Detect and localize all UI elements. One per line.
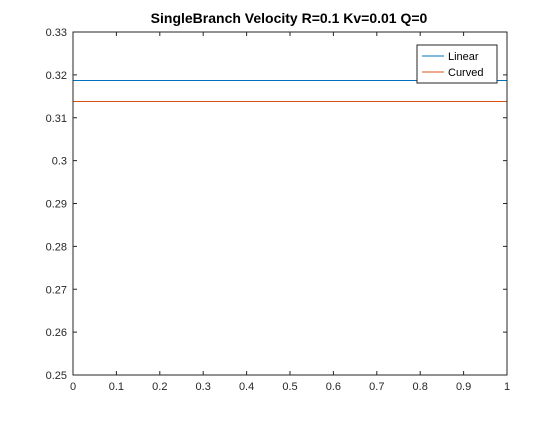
y-tick-label: 0.3: [52, 156, 67, 168]
legend: Linear Curved: [416, 44, 498, 84]
chart-title: SingleBranch Velocity R=0.1 Kv=0.01 Q=0: [151, 10, 428, 26]
y-tick-label: 0.31: [46, 113, 67, 125]
x-tick-label: 0.8: [413, 381, 428, 393]
y-tick-label: 0.33: [46, 27, 67, 39]
x-tick-label: 0.4: [239, 381, 254, 393]
y-tick-label: 0.29: [46, 199, 67, 211]
legend-label-linear: Linear: [448, 51, 479, 63]
x-tick-label: 0.1: [109, 381, 124, 393]
x-tick-label: 1: [504, 381, 510, 393]
legend-box: [416, 44, 498, 84]
plot-area: [73, 32, 507, 375]
x-tick-label: 0.6: [326, 381, 341, 393]
x-tick-label: 0.9: [456, 381, 471, 393]
x-tick-label: 0: [70, 381, 76, 393]
y-tick-label: 0.32: [46, 70, 67, 82]
y-tick-label: 0.27: [46, 284, 67, 296]
x-tick-label: 0.7: [369, 381, 384, 393]
y-tick-label: 0.25: [46, 370, 67, 382]
ticks-layer: 0 0.1 0.2 0.3 0.4 0.5 0.6 0.7 0.8 0.9 1 0.25 0.26 0.2…: [46, 27, 510, 393]
x-tick-label: 0.5: [282, 381, 297, 393]
y-tick-label: 0.28: [46, 241, 67, 253]
x-tick-label: 0.3: [196, 381, 211, 393]
legend-label-curved: Curved: [448, 67, 483, 79]
x-tick-label: 0.2: [152, 381, 167, 393]
y-tick-label: 0.26: [46, 327, 67, 339]
